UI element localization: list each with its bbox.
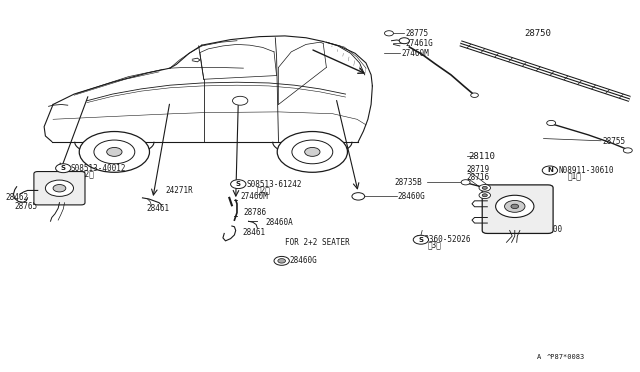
Circle shape bbox=[504, 201, 525, 212]
Circle shape bbox=[278, 259, 285, 263]
Circle shape bbox=[277, 132, 348, 172]
Circle shape bbox=[292, 140, 333, 164]
FancyBboxPatch shape bbox=[34, 171, 85, 205]
Text: 28755: 28755 bbox=[602, 137, 625, 146]
Text: 28460G: 28460G bbox=[289, 256, 317, 264]
Text: S: S bbox=[61, 165, 66, 171]
Text: S08360-52026: S08360-52026 bbox=[416, 235, 471, 244]
Circle shape bbox=[94, 140, 135, 164]
Circle shape bbox=[482, 194, 487, 197]
Text: （2）: （2） bbox=[256, 185, 270, 194]
Text: S: S bbox=[236, 181, 241, 187]
Circle shape bbox=[482, 186, 487, 189]
Text: 28719: 28719 bbox=[467, 165, 490, 174]
Text: （3）: （3） bbox=[428, 241, 441, 250]
Circle shape bbox=[274, 256, 289, 265]
Circle shape bbox=[547, 121, 556, 126]
Text: N: N bbox=[547, 167, 553, 173]
Text: 28460G: 28460G bbox=[398, 192, 426, 201]
Circle shape bbox=[623, 148, 632, 153]
Circle shape bbox=[461, 180, 470, 185]
Circle shape bbox=[511, 204, 518, 209]
Text: 28462: 28462 bbox=[6, 193, 29, 202]
Text: 27460M: 27460M bbox=[401, 49, 429, 58]
Text: 28700: 28700 bbox=[539, 225, 562, 234]
Text: 28460A: 28460A bbox=[266, 218, 294, 227]
Circle shape bbox=[495, 195, 534, 218]
Text: 28765: 28765 bbox=[15, 202, 38, 211]
Circle shape bbox=[107, 147, 122, 156]
Circle shape bbox=[45, 180, 74, 196]
Text: 28461: 28461 bbox=[242, 228, 265, 237]
Circle shape bbox=[305, 147, 320, 156]
Circle shape bbox=[479, 192, 490, 199]
FancyBboxPatch shape bbox=[482, 185, 553, 234]
Text: 28735B: 28735B bbox=[394, 178, 422, 187]
Circle shape bbox=[79, 132, 150, 172]
Text: 28786: 28786 bbox=[243, 208, 266, 217]
Text: （1）: （1） bbox=[568, 171, 582, 180]
Text: S08513-40012: S08513-40012 bbox=[71, 164, 127, 173]
Circle shape bbox=[352, 193, 365, 200]
Text: FOR 2+2 SEATER: FOR 2+2 SEATER bbox=[285, 238, 349, 247]
Circle shape bbox=[385, 31, 394, 36]
Text: N08911-30610: N08911-30610 bbox=[558, 166, 614, 175]
Text: S08513-61242: S08513-61242 bbox=[246, 180, 302, 189]
Text: 27460M: 27460M bbox=[240, 192, 268, 201]
Circle shape bbox=[230, 180, 246, 189]
Text: S: S bbox=[419, 237, 424, 243]
Circle shape bbox=[53, 185, 66, 192]
Text: 28110: 28110 bbox=[468, 152, 495, 161]
Text: 28716: 28716 bbox=[467, 173, 490, 182]
Text: 28775: 28775 bbox=[406, 29, 429, 38]
Text: 24271R: 24271R bbox=[166, 186, 193, 195]
Text: A: A bbox=[537, 354, 541, 360]
Text: 27461G: 27461G bbox=[406, 39, 433, 48]
Circle shape bbox=[470, 93, 478, 97]
Text: ^P87*0083: ^P87*0083 bbox=[547, 354, 585, 360]
Circle shape bbox=[56, 164, 71, 173]
Circle shape bbox=[413, 235, 429, 244]
Circle shape bbox=[542, 166, 557, 175]
Circle shape bbox=[232, 96, 248, 105]
Text: 28750: 28750 bbox=[524, 29, 551, 38]
Text: （2）: （2） bbox=[81, 170, 94, 179]
Circle shape bbox=[479, 185, 490, 191]
Circle shape bbox=[399, 38, 410, 44]
Text: 28461: 28461 bbox=[147, 204, 170, 213]
